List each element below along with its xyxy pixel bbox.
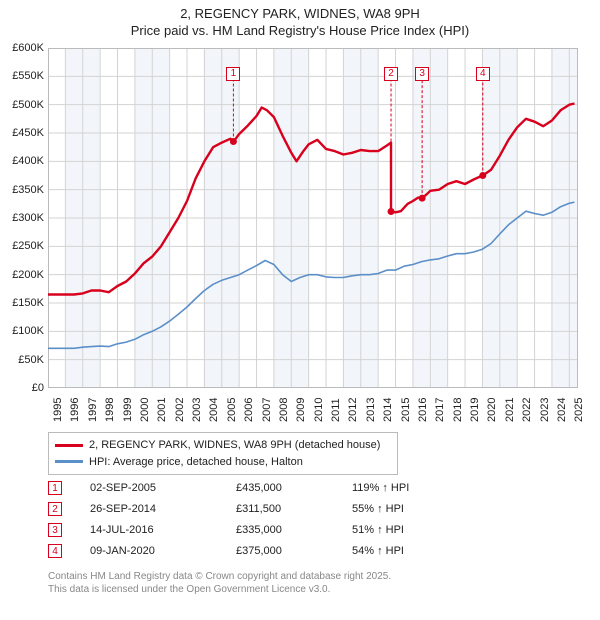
sale-marker-label: 1 (226, 67, 240, 81)
sales-table: 1 02-SEP-2005 £435,000 119% ↑ HPI 2 26-SEP-20… (48, 478, 578, 562)
x-tick-label: 2004 (208, 398, 220, 422)
y-tick-label: £200K (12, 269, 44, 281)
y-tick-label: £500K (12, 99, 44, 111)
x-tick-label: 1995 (52, 398, 64, 422)
y-tick-label: £100K (12, 325, 44, 337)
sale-hpi: 51% ↑ HPI (352, 520, 472, 541)
x-tick-label: 2022 (521, 398, 533, 422)
x-tick-label: 2001 (156, 398, 168, 422)
sale-date: 09-JAN-2020 (68, 541, 230, 562)
x-tick-label: 2003 (191, 398, 203, 422)
y-tick-label: £400K (12, 155, 44, 167)
sale-date: 14-JUL-2016 (68, 520, 230, 541)
legend-label-price: 2, REGENCY PARK, WIDNES, WA8 9PH (detach… (89, 437, 380, 454)
x-tick-label: 2010 (313, 398, 325, 422)
y-tick-label: £600K (12, 42, 44, 54)
sale-marker-box: 3 (48, 523, 62, 537)
x-tick-label: 1999 (122, 398, 134, 422)
sale-hpi: 119% ↑ HPI (352, 478, 472, 499)
sale-hpi: 55% ↑ HPI (352, 499, 472, 520)
footer-line-2: This data is licensed under the Open Gov… (48, 583, 578, 596)
x-tick-label: 1996 (69, 398, 81, 422)
y-tick-label: £450K (12, 127, 44, 139)
x-tick-label: 2018 (452, 398, 464, 422)
x-tick-label: 1997 (87, 398, 99, 422)
chart-title: 2, REGENCY PARK, WIDNES, WA8 9PH Price p… (0, 0, 600, 40)
x-tick-label: 2017 (434, 398, 446, 422)
chart-plot-area: 1 2 3 4 (48, 48, 578, 388)
sale-marker-label: 4 (476, 67, 490, 81)
legend-swatch-price (55, 444, 83, 447)
legend-row-hpi: HPI: Average price, detached house, Halt… (55, 454, 391, 471)
sale-hpi: 54% ↑ HPI (352, 541, 472, 562)
sales-row: 4 09-JAN-2020 £375,000 54% ↑ HPI (48, 541, 578, 562)
x-tick-label: 1998 (104, 398, 116, 422)
chart-container: 2, REGENCY PARK, WIDNES, WA8 9PH Price p… (0, 0, 600, 620)
x-tick-label: 2015 (400, 398, 412, 422)
y-axis-labels: £0£50K£100K£150K£200K£250K£300K£350K£400… (0, 48, 46, 388)
legend-swatch-hpi (55, 460, 83, 463)
x-tick-label: 2021 (504, 398, 516, 422)
x-tick-label: 2012 (347, 398, 359, 422)
x-tick-label: 2002 (174, 398, 186, 422)
y-tick-label: £150K (12, 297, 44, 309)
y-tick-label: £300K (12, 212, 44, 224)
sales-row: 3 14-JUL-2016 £335,000 51% ↑ HPI (48, 520, 578, 541)
x-tick-label: 2020 (486, 398, 498, 422)
sale-price: £375,000 (236, 541, 346, 562)
y-tick-label: £250K (12, 240, 44, 252)
sale-price: £311,500 (236, 499, 346, 520)
title-line-1: 2, REGENCY PARK, WIDNES, WA8 9PH (180, 6, 420, 21)
sale-marker-box: 1 (48, 481, 62, 495)
x-tick-label: 2008 (278, 398, 290, 422)
sale-price: £435,000 (236, 478, 346, 499)
x-tick-label: 2005 (226, 398, 238, 422)
chart-footer: Contains HM Land Registry data © Crown c… (48, 570, 578, 596)
x-tick-label: 2016 (417, 398, 429, 422)
y-tick-label: £350K (12, 184, 44, 196)
x-tick-label: 2025 (573, 398, 585, 422)
legend-label-hpi: HPI: Average price, detached house, Halt… (89, 454, 303, 471)
footer-line-1: Contains HM Land Registry data © Crown c… (48, 570, 578, 583)
x-tick-label: 2024 (556, 398, 568, 422)
sale-marker-box: 4 (48, 544, 62, 558)
sale-date: 26-SEP-2014 (68, 499, 230, 520)
sale-marker-box: 2 (48, 502, 62, 516)
x-tick-label: 2014 (382, 398, 394, 422)
x-tick-label: 2019 (469, 398, 481, 422)
sales-row: 2 26-SEP-2014 £311,500 55% ↑ HPI (48, 499, 578, 520)
x-axis-labels: 1995 1996 1997 1998 1999 2000 2001 2002 2003 2004… (48, 390, 578, 430)
x-tick-label: 2013 (365, 398, 377, 422)
x-tick-label: 2009 (295, 398, 307, 422)
chart-legend: 2, REGENCY PARK, WIDNES, WA8 9PH (detach… (48, 432, 398, 475)
y-tick-label: £550K (12, 70, 44, 82)
title-line-2: Price paid vs. HM Land Registry's House … (0, 23, 600, 40)
x-tick-label: 2023 (539, 398, 551, 422)
x-tick-label: 2007 (261, 398, 273, 422)
sale-price: £335,000 (236, 520, 346, 541)
sale-marker-label: 3 (415, 67, 429, 81)
sale-marker-label: 2 (384, 67, 398, 81)
x-tick-label: 2000 (139, 398, 151, 422)
sale-date: 02-SEP-2005 (68, 478, 230, 499)
y-tick-label: £0 (32, 382, 44, 394)
sales-row: 1 02-SEP-2005 £435,000 119% ↑ HPI (48, 478, 578, 499)
x-tick-label: 2006 (243, 398, 255, 422)
legend-row-price: 2, REGENCY PARK, WIDNES, WA8 9PH (detach… (55, 437, 391, 454)
y-tick-label: £50K (18, 354, 44, 366)
x-tick-label: 2011 (330, 398, 342, 422)
chart-svg: 1 2 3 4 (48, 48, 578, 388)
